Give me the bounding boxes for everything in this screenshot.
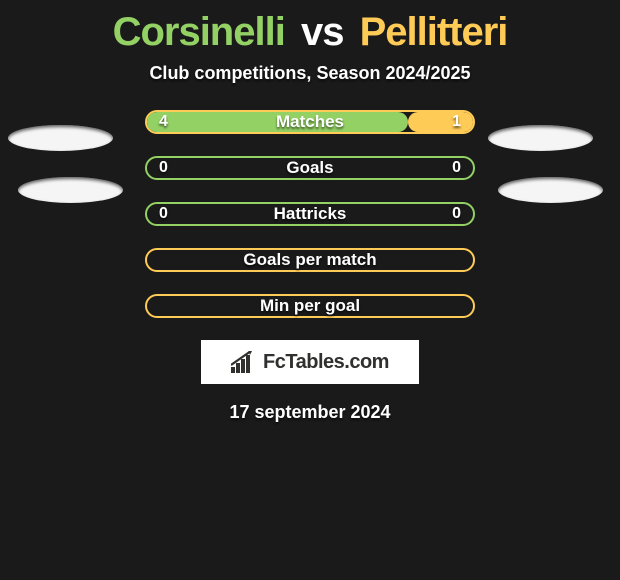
stat-row: 41Matches (145, 110, 475, 134)
player-2-name: Pellitteri (360, 10, 508, 54)
stats-widget: 41Matches 00Goals 00Hattricks Goals per mat… (0, 110, 620, 318)
stat-row: Min per goal (145, 294, 475, 318)
stat-row: 00Hattricks (145, 202, 475, 226)
brand-label: FcTables.com (231, 351, 389, 374)
stat-label: Min per goal (145, 294, 475, 318)
stat-label: Goals (145, 156, 475, 180)
stat-row: Goals per match (145, 248, 475, 272)
stat-row: 00Goals (145, 156, 475, 180)
vs-label: vs (301, 10, 344, 54)
brand-text: FcTables.com (263, 351, 389, 374)
stat-label: Goals per match (145, 248, 475, 272)
brand-box: FcTables.com (201, 340, 419, 384)
player-1-name: Corsinelli (113, 10, 285, 54)
date-label: 17 september 2024 (0, 402, 620, 423)
comparison-title: Corsinelli vs Pellitteri (0, 10, 620, 55)
stat-label: Hattricks (145, 202, 475, 226)
stat-label: Matches (145, 110, 475, 134)
comparison-subtitle: Club competitions, Season 2024/2025 (0, 63, 620, 84)
bars-icon (231, 351, 257, 373)
